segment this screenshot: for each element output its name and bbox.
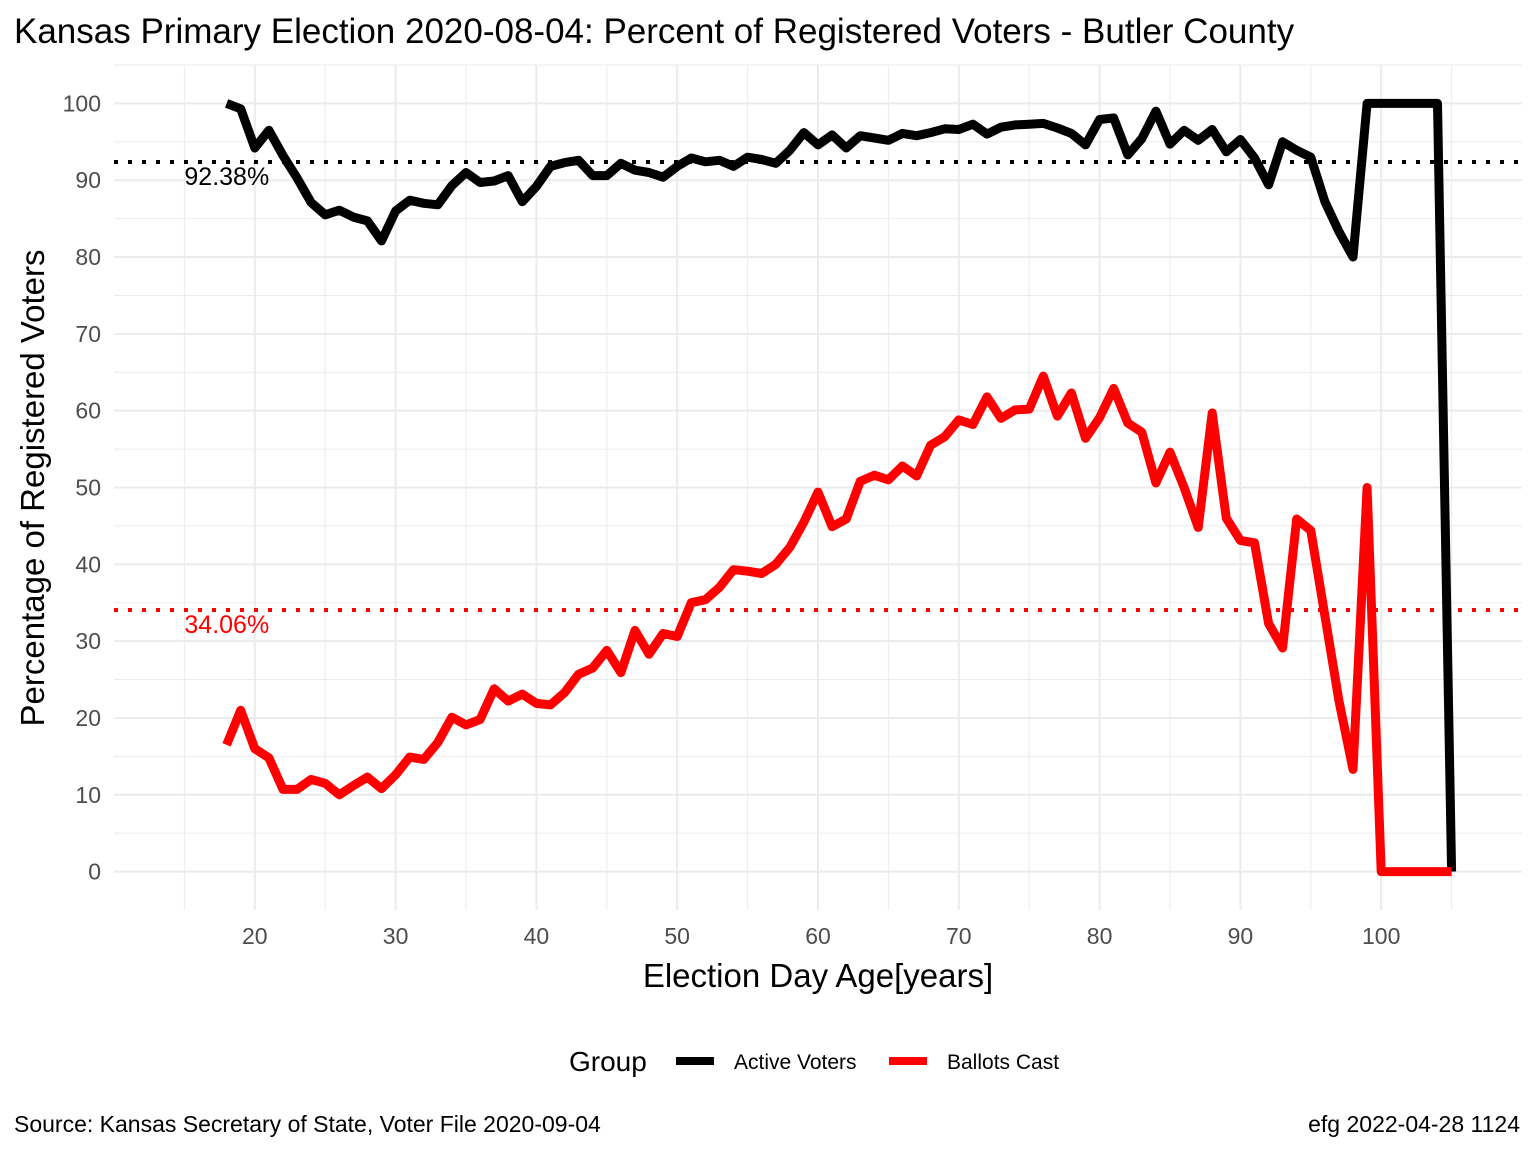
y-axis-title: Percentage of Registered Voters (14, 250, 51, 727)
y-tick-label: 20 (75, 705, 101, 731)
y-tick-label: 0 (88, 859, 101, 885)
y-tick-label: 60 (75, 398, 101, 424)
legend: Group Active Voters Ballots Cast (569, 1046, 1059, 1077)
x-tick-label: 30 (383, 923, 409, 949)
legend-title: Group (569, 1046, 647, 1077)
y-tick-label: 10 (75, 782, 101, 808)
x-tick-labels: 20 30 40 50 60 70 80 90 100 (242, 923, 1400, 949)
reference-label: 92.38% (184, 163, 269, 191)
series-lines (222, 98, 1457, 877)
series-line-active-voters (224, 98, 1457, 872)
y-tick-label: 40 (75, 551, 101, 577)
x-axis-title: Election Day Age[years] (643, 957, 993, 994)
y-tick-label: 80 (75, 244, 101, 270)
series-line-ballots-cast (222, 371, 1452, 877)
source-caption: Source: Kansas Secretary of State, Voter… (14, 1111, 601, 1137)
credit-caption: efg 2022-04-28 1124 (1308, 1111, 1520, 1137)
x-tick-label: 100 (1362, 923, 1400, 949)
x-tick-label: 40 (524, 923, 550, 949)
chart-title: Kansas Primary Election 2020-08-04: Perc… (14, 12, 1295, 51)
y-tick-label: 90 (75, 167, 101, 193)
x-tick-label: 50 (664, 923, 690, 949)
y-tick-label: 50 (75, 475, 101, 501)
reference-labels: 92.38% 34.06% (184, 163, 269, 639)
y-tick-label: 30 (75, 628, 101, 654)
legend-label-active-voters: Active Voters (734, 1051, 857, 1074)
y-tick-labels: 0 10 20 30 40 50 60 70 80 90 100 (63, 90, 101, 884)
x-tick-label: 80 (1087, 923, 1113, 949)
reference-label: 34.06% (184, 611, 269, 639)
x-tick-label: 70 (946, 923, 972, 949)
reference-lines (114, 159, 1522, 612)
legend-label-ballots-cast: Ballots Cast (947, 1051, 1059, 1074)
x-tick-label: 20 (242, 923, 268, 949)
x-tick-label: 60 (805, 923, 831, 949)
y-tick-label: 70 (75, 321, 101, 347)
x-tick-label: 90 (1228, 923, 1254, 949)
y-tick-label: 100 (63, 90, 101, 116)
